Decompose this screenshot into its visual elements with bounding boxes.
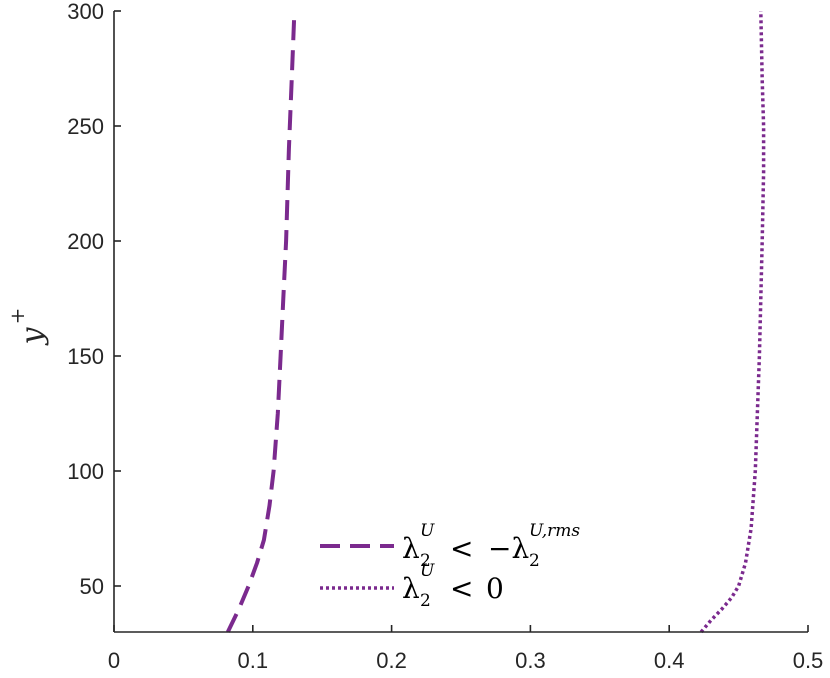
y-tick-label: 100: [67, 459, 104, 484]
legend-superscript: U: [420, 561, 435, 581]
x-tick-label: 0.4: [654, 648, 685, 673]
legend-entry-dashed: λ 2 U < −λ 2 U,rms: [402, 521, 580, 571]
legend-subscript: 2: [420, 591, 431, 611]
x-tick-label: 0.3: [515, 648, 546, 673]
x-tick-label: 0.5: [793, 648, 824, 673]
legend-relation: <: [450, 572, 473, 605]
legend-superscript: U: [420, 521, 435, 541]
series-line-dashed: [225, 10, 297, 633]
legend-rhs-value: 0: [486, 572, 504, 605]
legend-rhs-superscript: U,rms: [529, 521, 580, 541]
y-tick-label: 200: [67, 229, 104, 254]
plot-area: [225, 10, 766, 634]
legend-lambda: λ: [402, 532, 420, 565]
series-line-dotted: [699, 10, 766, 634]
y-tick-label: 250: [67, 114, 104, 139]
axes: [113, 11, 808, 633]
y-tick-label: 150: [67, 344, 104, 369]
y-tick-label: 300: [67, 0, 104, 24]
y-tick-label: 50: [80, 574, 104, 599]
legend-subscript: 2: [420, 551, 431, 571]
legend-rhs-subscript: 2: [529, 551, 540, 571]
y-axis-ticks: 50 100 150 200 250 300: [67, 0, 121, 599]
legend: λ 2 U < −λ 2 U,rms λ 2 U < 0: [320, 521, 580, 611]
x-tick-label: 0.2: [376, 648, 407, 673]
y-axis-label: y +: [5, 308, 50, 347]
x-tick-label: 0: [108, 648, 120, 673]
y-axis-label-text: y: [15, 326, 50, 346]
legend-lambda: λ: [402, 572, 420, 605]
legend-entry-dotted: λ 2 U < 0: [402, 561, 504, 611]
x-axis-ticks: 0 0.1 0.2 0.3 0.4 0.5: [108, 625, 823, 673]
legend-relation: <: [450, 532, 473, 565]
y-axis-label-superscript: +: [5, 308, 29, 325]
legend-rhs-lambda: −λ: [488, 532, 529, 565]
x-tick-label: 0.1: [238, 648, 269, 673]
